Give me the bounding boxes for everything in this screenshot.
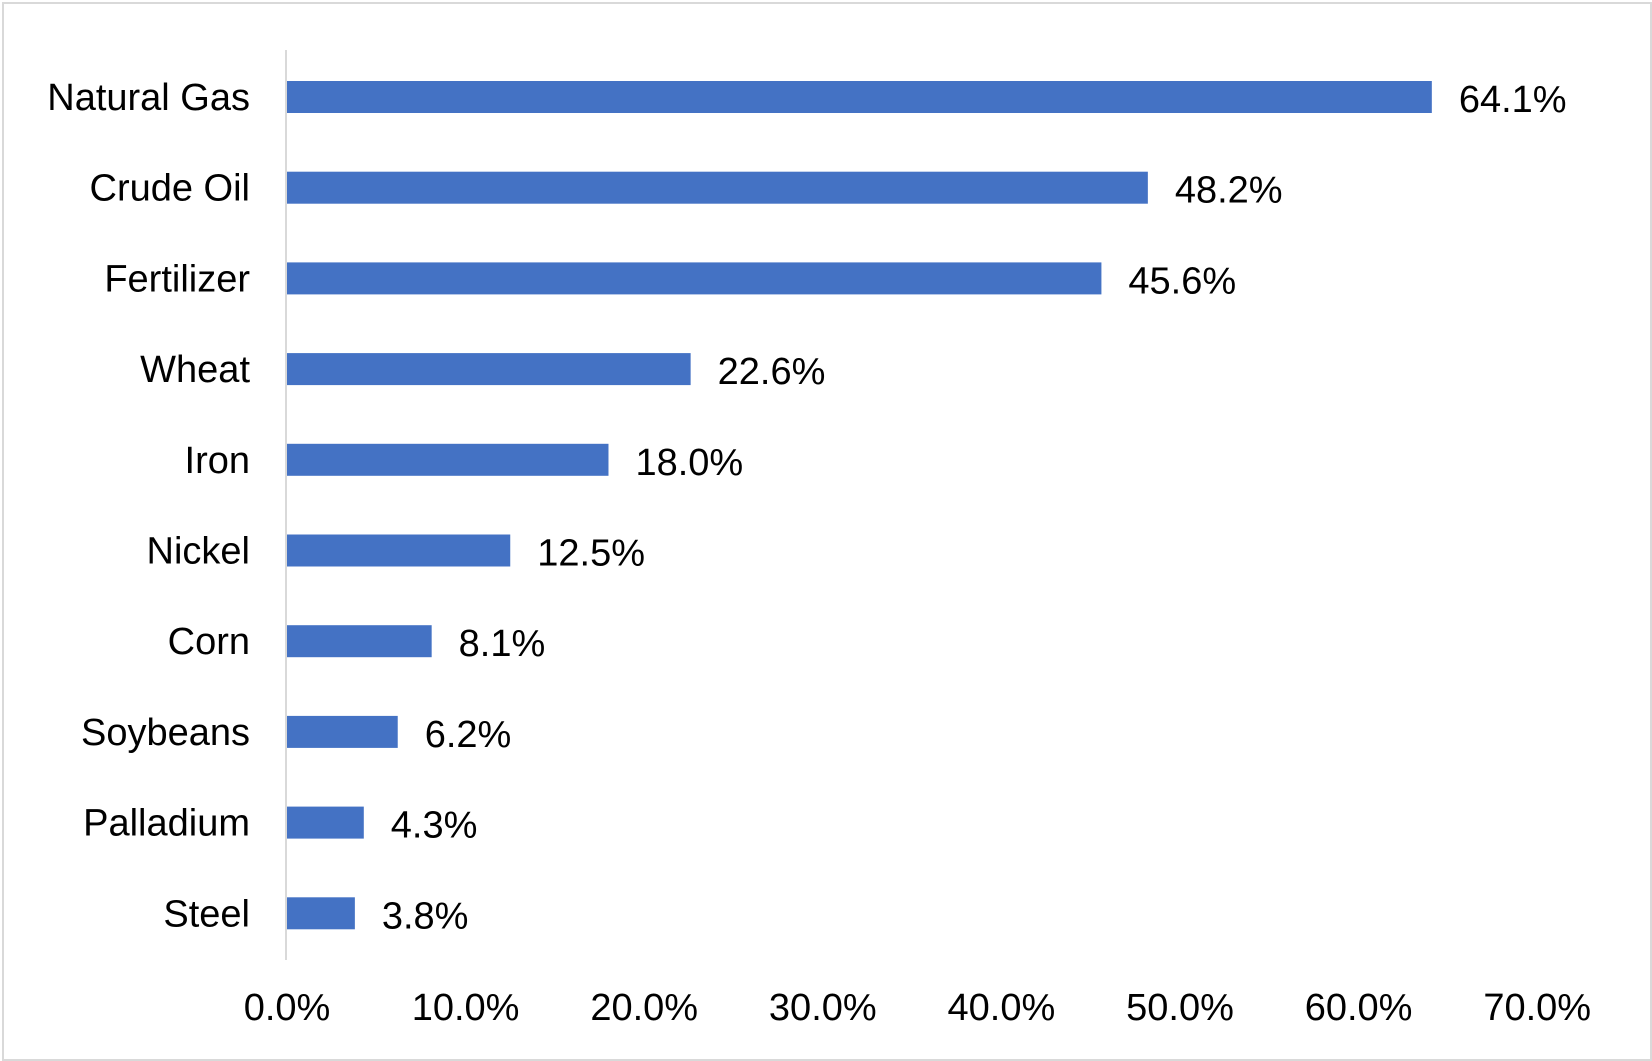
category-label-crude-oil: Crude Oil [90,168,251,210]
data-label-steel: 3.8% [382,895,469,937]
bars-group [287,81,1432,930]
bar-nickel [287,534,511,567]
bar-natural-gas [287,81,1432,113]
bar-wheat [287,353,691,386]
category-label-soybeans: Soybeans [81,712,250,754]
data-label-crude-oil: 48.2% [1175,170,1283,212]
category-label-palladium: Palladium [83,803,250,845]
x-tick-label-6: 60.0% [1305,987,1413,1029]
x-tick-label-7: 70.0% [1483,987,1591,1029]
data-label-nickel: 12.5% [537,533,645,575]
data-label-fertilizer: 45.6% [1128,260,1236,302]
x-tick-label-5: 50.0% [1126,987,1234,1029]
category-label-natural-gas: Natural Gas [47,77,250,119]
category-label-wheat: Wheat [140,349,250,391]
bar-fertilizer [287,262,1102,295]
data-label-corn: 8.1% [459,623,546,665]
bar-palladium [287,806,364,839]
data-label-wheat: 22.6% [718,351,826,393]
category-label-steel: Steel [163,893,250,935]
x-tick-label-2: 20.0% [590,987,698,1029]
value-labels-group: 64.1% 48.2% 45.6% 22.6% 18.0% 12.5% 8.1% 6.2% 4.… [382,79,1567,937]
category-label-nickel: Nickel [147,531,250,573]
category-label-corn: Corn [168,621,250,663]
x-tick-label-4: 40.0% [948,987,1056,1029]
bar-crude-oil [287,171,1148,204]
data-label-iron: 18.0% [635,442,743,484]
category-label-fertilizer: Fertilizer [104,258,250,300]
bar-steel [287,897,355,930]
x-tick-label-3: 30.0% [769,987,877,1029]
bar-iron [287,443,609,476]
data-label-natural-gas: 64.1% [1459,79,1567,121]
x-tick-label-0: 0.0% [244,987,331,1029]
bar-soybeans [287,715,398,748]
bar-corn [287,625,432,658]
data-label-palladium: 4.3% [391,805,478,847]
category-label-iron: Iron [185,440,250,482]
x-tick-label-1: 10.0% [412,987,520,1029]
x-tick-labels-group: 0.0% 10.0% 20.0% 30.0% 40.0% 50.0% 60.0% 70.0% [244,987,1591,1029]
category-labels-group: Natural Gas Crude Oil Fertilizer Wheat Iron N… [47,77,250,935]
data-label-soybeans: 6.2% [425,714,512,756]
